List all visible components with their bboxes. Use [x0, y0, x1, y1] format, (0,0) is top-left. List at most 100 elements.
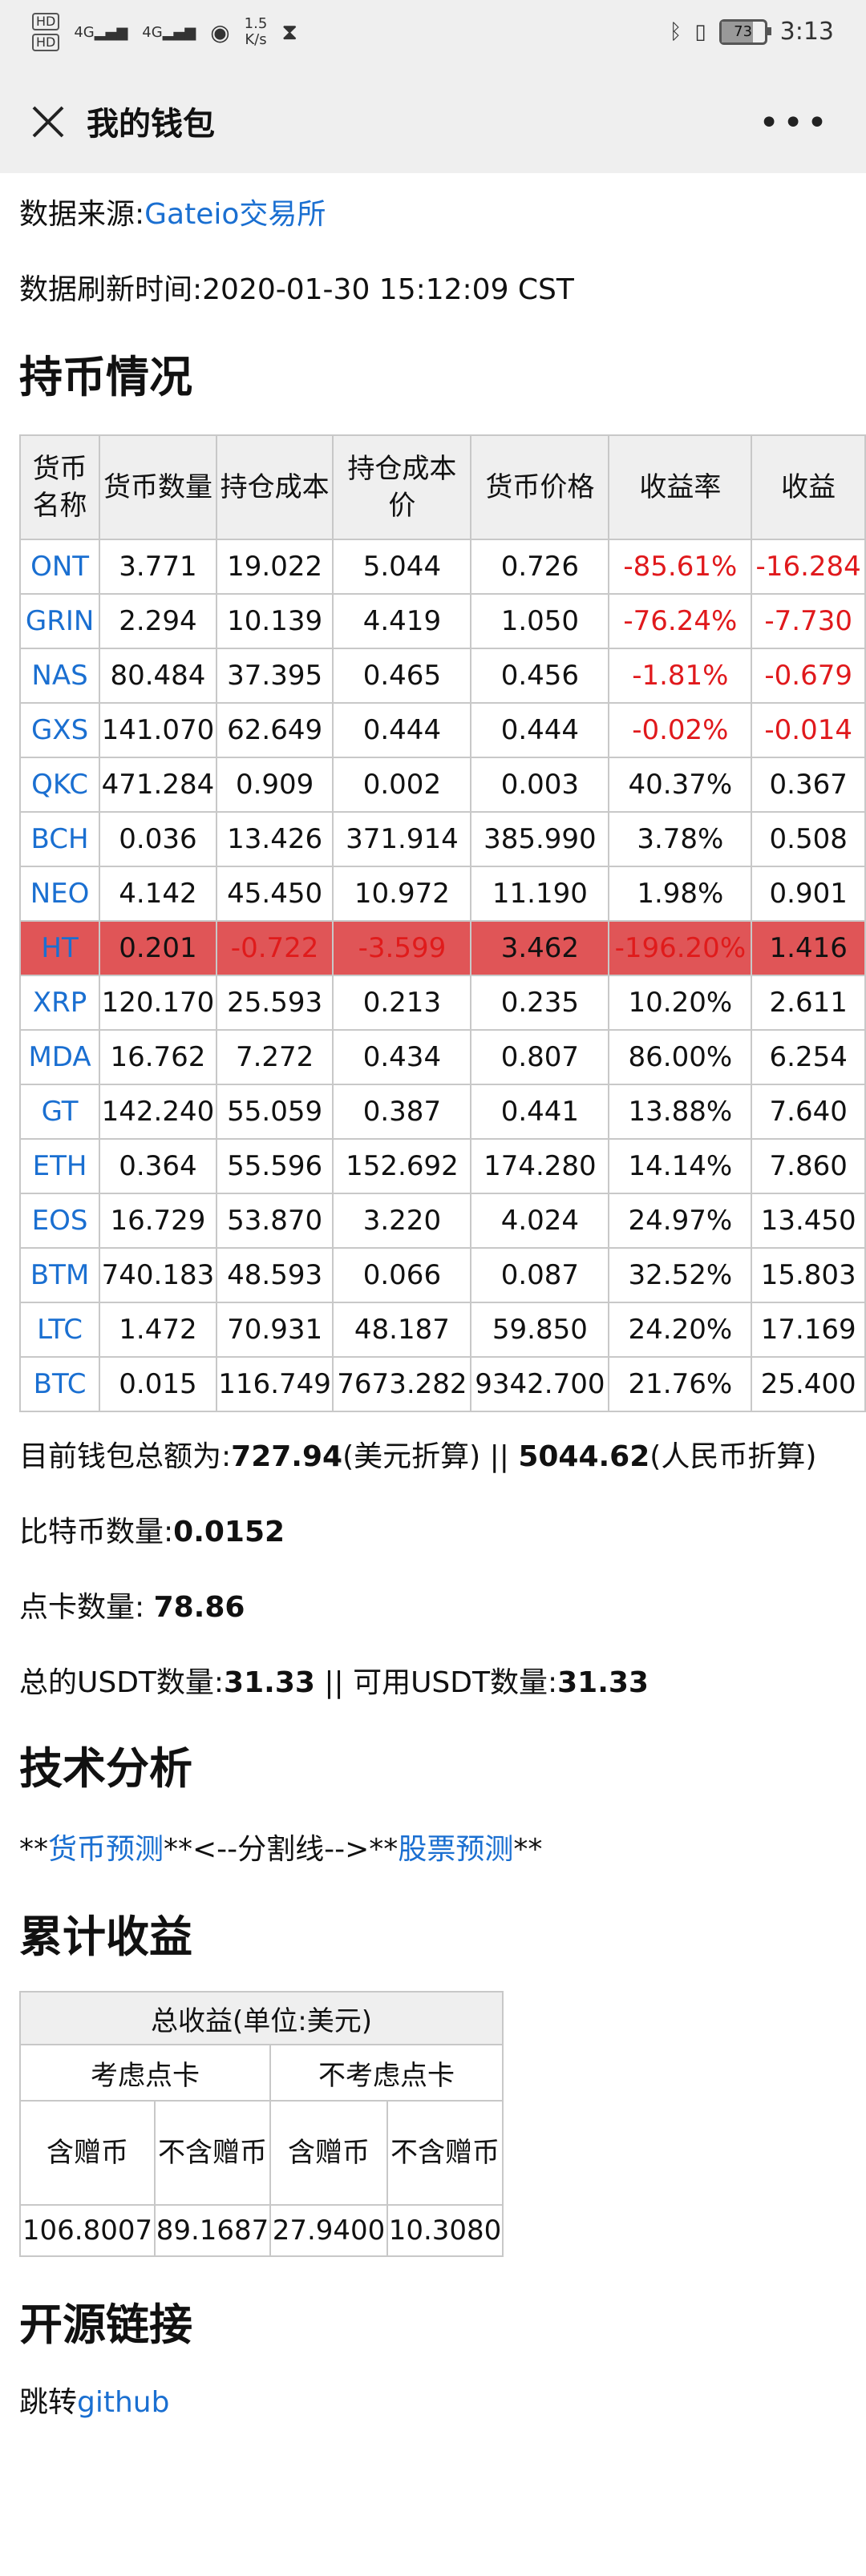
- cell-cost-price: 0.387: [332, 1084, 472, 1140]
- cell-cost: 0.909: [215, 757, 334, 813]
- cell-cost: 55.596: [215, 1138, 334, 1194]
- cell-price: 1.050: [470, 593, 610, 649]
- coin-symbol-link[interactable]: GXS: [18, 702, 101, 758]
- github-link[interactable]: github: [77, 2386, 170, 2419]
- col-header-profit: 收益: [751, 434, 866, 540]
- cell-price: 0.807: [470, 1029, 610, 1085]
- cell-profit: 0.901: [751, 866, 866, 922]
- clock: 3:13: [779, 18, 834, 46]
- cell-qty: 80.484: [99, 648, 217, 704]
- subheader-without-bonus: 不含赠币: [154, 2100, 271, 2206]
- refresh-time: 数据刷新时间:2020-01-30 15:12:09 CST: [19, 273, 574, 306]
- col-header-rate: 收益率: [608, 434, 753, 540]
- profit-table-title: 总收益(单位:美元): [19, 1991, 504, 2045]
- cell-profit: 6.254: [751, 1029, 866, 1085]
- cell-cost-price: -3.599: [332, 920, 472, 976]
- cell-profit: 7.640: [751, 1084, 866, 1140]
- btc-amount-value: 0.0152: [173, 1516, 285, 1548]
- col-header-cost: 持仓成本: [215, 434, 334, 540]
- coin-symbol-link[interactable]: NEO: [18, 866, 101, 922]
- close-icon[interactable]: [29, 103, 67, 141]
- stock-prediction-link[interactable]: 股票预测: [398, 1833, 514, 1866]
- cell-cost-price: 371.914: [332, 811, 472, 867]
- cell-cost: 13.426: [215, 811, 334, 867]
- coin-symbol-link[interactable]: QKC: [18, 757, 101, 813]
- cell-price: 0.441: [470, 1084, 610, 1140]
- cell-profit: 0.508: [751, 811, 866, 867]
- cell-rate: 21.76%: [608, 1356, 753, 1412]
- cell-cost-price: 10.972: [332, 866, 472, 922]
- wallet-total-usd: 727.94: [231, 1440, 343, 1473]
- cell-cost-price: 0.213: [332, 975, 472, 1031]
- cell-cost-price: 0.434: [332, 1029, 472, 1085]
- signal-icon-1: 4G▂▄▆: [74, 23, 128, 41]
- cell-profit: -7.730: [751, 593, 866, 649]
- hourglass-icon: ⧗: [281, 18, 297, 45]
- point-card-label: 点卡数量:: [19, 1591, 154, 1624]
- cell-price: 385.990: [470, 811, 610, 867]
- holdings-heading: 持币情况: [19, 352, 192, 402]
- cell-qty: 4.142: [99, 866, 217, 922]
- cell-profit: 7.860: [751, 1138, 866, 1194]
- cell-cost: 25.593: [215, 975, 334, 1031]
- wallet-total-cny-note: (人民币折算): [650, 1440, 817, 1473]
- subheader-without-bonus: 不含赠币: [386, 2100, 504, 2206]
- cell-profit: 15.803: [751, 1247, 866, 1303]
- cell-qty: 740.183: [99, 1247, 217, 1303]
- wallet-total-usd-note: (美元折算) ||: [342, 1440, 519, 1473]
- cell-rate: 24.20%: [608, 1302, 753, 1358]
- cell-cost-price: 48.187: [332, 1302, 472, 1358]
- cell-cost-price: 5.044: [332, 539, 472, 595]
- table-row-highlighted: HT 0.201 -0.722 -3.599 3.462 -196.20% 1.…: [18, 920, 866, 976]
- cell-qty: 16.729: [99, 1193, 217, 1249]
- wifi-icon: ◉: [210, 18, 230, 46]
- coin-symbol-link[interactable]: BCH: [18, 811, 101, 867]
- table-row: MDA 16.762 7.272 0.434 0.807 86.00% 6.25…: [18, 1029, 866, 1085]
- cell-cost-price: 0.444: [332, 702, 472, 758]
- coin-symbol-link[interactable]: ETH: [18, 1138, 101, 1194]
- coin-symbol-link[interactable]: GT: [18, 1084, 101, 1140]
- prediction-links: **货币预测**<--分割线-->**股票预测**: [19, 1797, 847, 1871]
- coin-symbol-link[interactable]: NAS: [18, 648, 101, 704]
- coin-symbol-link[interactable]: GRIN: [18, 593, 101, 649]
- cell-qty: 16.762: [99, 1029, 217, 1085]
- gateio-link[interactable]: Gateio交易所: [144, 198, 326, 231]
- more-options-icon[interactable]: •••: [759, 103, 831, 143]
- coin-symbol-link[interactable]: BTM: [18, 1247, 101, 1303]
- cell-price: 174.280: [470, 1138, 610, 1194]
- cell-price: 4.024: [470, 1193, 610, 1249]
- coin-symbol-link[interactable]: MDA: [18, 1029, 101, 1085]
- cell-cost: 19.022: [215, 539, 334, 595]
- usdt-available-label: || 可用USDT数量:: [314, 1666, 558, 1699]
- cell-cost-price: 0.066: [332, 1247, 472, 1303]
- cell-price: 0.003: [470, 757, 610, 813]
- coin-symbol-link[interactable]: LTC: [18, 1302, 101, 1358]
- coin-symbol-link[interactable]: ONT: [18, 539, 101, 595]
- cell-rate: 14.14%: [608, 1138, 753, 1194]
- cell-cost-price: 7673.282: [332, 1356, 472, 1412]
- cell-rate: 1.98%: [608, 866, 753, 922]
- profit-group-row: 考虑点卡 不考虑点卡: [19, 2044, 504, 2102]
- coin-symbol-link[interactable]: BTC: [18, 1356, 101, 1412]
- cell-profit: 17.169: [751, 1302, 866, 1358]
- coin-symbol-link[interactable]: EOS: [18, 1193, 101, 1249]
- cell-profit: -0.679: [751, 648, 866, 704]
- profit-value: 10.3080: [386, 2204, 504, 2257]
- coin-prediction-link[interactable]: 货币预测: [48, 1833, 164, 1866]
- group-without-card: 不考虑点卡: [269, 2044, 504, 2102]
- data-source-label: 数据来源:: [19, 198, 145, 231]
- cell-cost: 10.139: [215, 593, 334, 649]
- wallet-summary: 目前钱包总额为:727.94(美元折算) || 5044.62(人民币折算) 比…: [19, 1412, 847, 1704]
- cell-qty: 120.170: [99, 975, 217, 1031]
- cell-rate: 13.88%: [608, 1084, 753, 1140]
- usdt-amount: 总的USDT数量:31.33 || 可用USDT数量:31.33: [19, 1629, 847, 1704]
- cell-price: 11.190: [470, 866, 610, 922]
- coin-symbol-link[interactable]: XRP: [18, 975, 101, 1031]
- cell-price: 0.087: [470, 1247, 610, 1303]
- network-speed: 1.5 K/s: [244, 15, 268, 48]
- coin-symbol-link[interactable]: HT: [18, 920, 101, 976]
- cell-profit: -16.284: [751, 539, 866, 595]
- cell-qty: 141.070: [99, 702, 217, 758]
- cell-profit: 25.400: [751, 1356, 866, 1412]
- battery-icon: 73: [718, 18, 771, 45]
